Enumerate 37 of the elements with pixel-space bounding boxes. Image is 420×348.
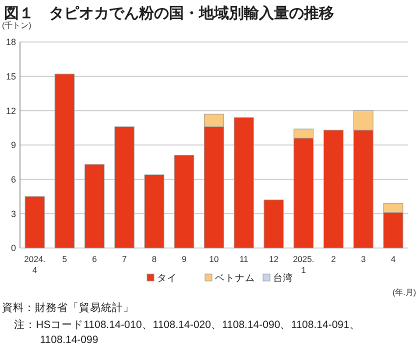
y-tick-label: 6 <box>10 174 16 184</box>
x-tick-label: 9 <box>182 254 187 264</box>
bar <box>144 174 164 248</box>
bar <box>24 196 45 248</box>
legend-label: ベトナム <box>215 273 255 284</box>
y-tick-label: 0 <box>10 243 16 254</box>
bar <box>114 126 134 248</box>
x-tick-label: 2025. 1 <box>292 254 314 275</box>
x-tick-label: 6 <box>92 254 98 264</box>
x-tick-label: 10 <box>209 254 219 264</box>
x-tick-label: 12 <box>269 254 279 264</box>
x-tick-label: 2024. 4 <box>24 254 46 275</box>
text: 資料：財務省「貿易統計」 <box>2 301 134 314</box>
x-tick-label: 8 <box>152 254 157 264</box>
y-axis-title: (千トン) <box>2 21 32 30</box>
bar <box>54 74 75 248</box>
chart-title: 図１ タピオカでん粉の国・地域別輸入量の推移 <box>4 5 334 22</box>
y-tick-label: 15 <box>6 71 16 82</box>
x-axis-title: (年.月) <box>392 288 416 297</box>
x-tick-label: 4 <box>390 254 396 264</box>
x-tick-label: 5 <box>62 254 68 264</box>
bar <box>84 164 104 248</box>
legend-label: 台湾 <box>273 272 293 284</box>
y-tick-label: 18 <box>6 37 16 48</box>
y-tick-label: 3 <box>10 208 16 219</box>
bar <box>174 155 194 248</box>
bar <box>234 117 254 248</box>
y-tick-label: 9 <box>10 140 16 150</box>
bar <box>264 200 284 248</box>
x-tick-label: 7 <box>122 254 128 264</box>
x-tick-label: 11 <box>239 254 249 264</box>
text: 注：HSコード1108.14-010、1108.14-020、1108.14-090、1108.14-091、1108.14-099 <box>14 318 360 346</box>
y-tick-label: 12 <box>6 106 16 116</box>
legend-label: タイ <box>157 273 177 284</box>
x-tick-label: 3 <box>360 254 366 264</box>
bar <box>324 130 344 248</box>
x-tick-label: 2 <box>331 254 336 264</box>
